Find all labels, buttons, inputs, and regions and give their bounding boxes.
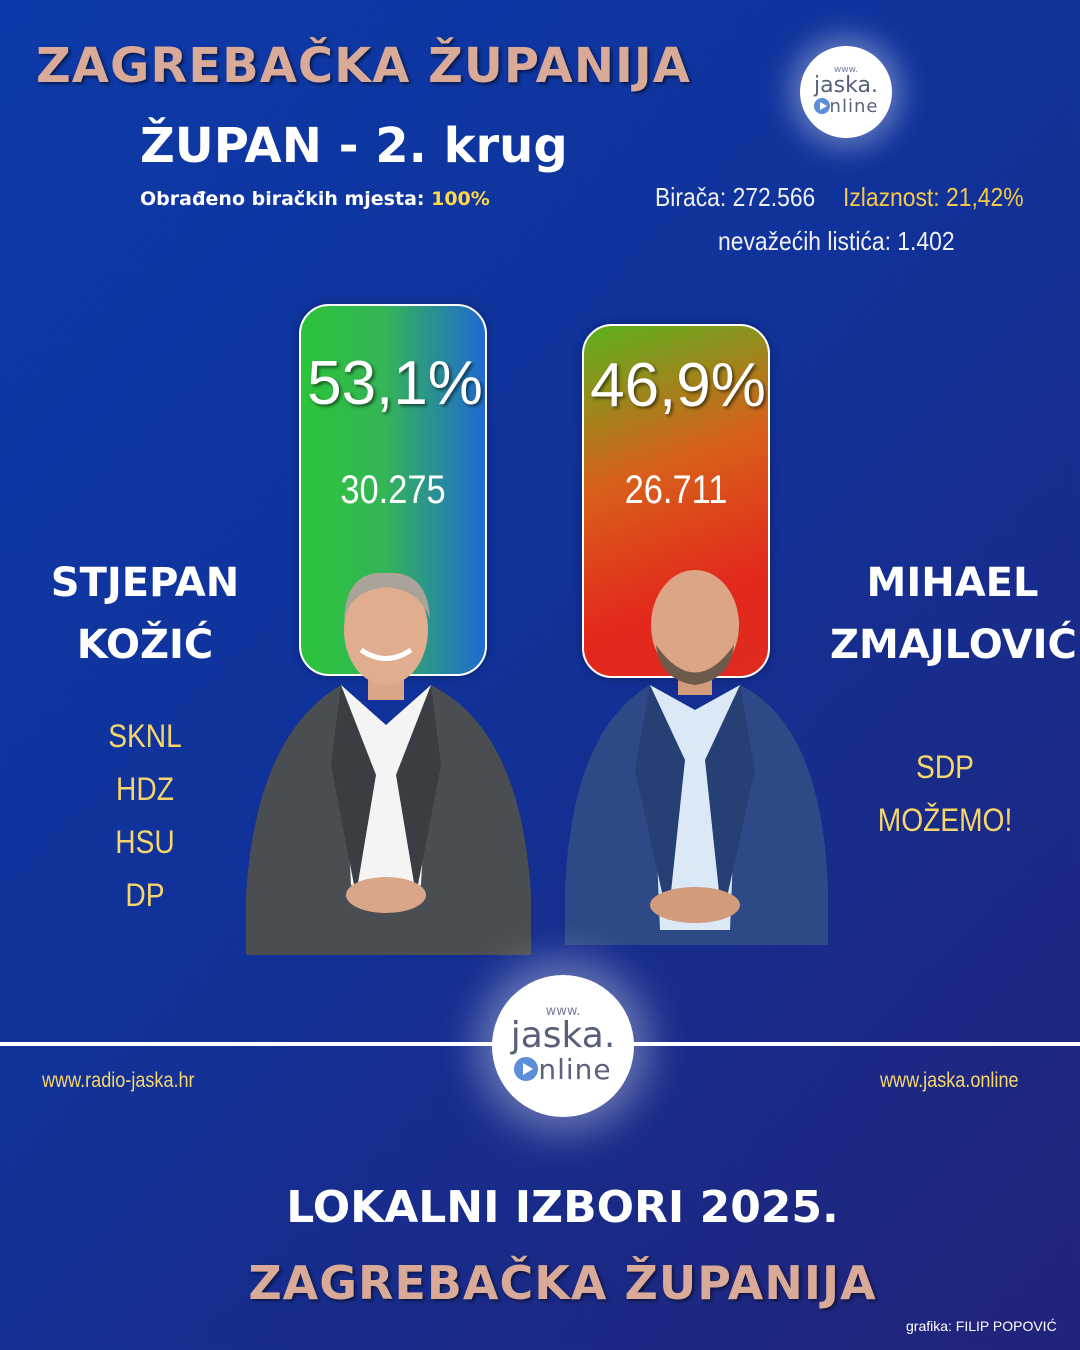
party-item: HDZ [116,771,174,807]
page-title: ZAGREBAČKA ŽUPANIJA [36,38,691,94]
race-subtitle: ŽUPAN - 2. krug [140,118,568,174]
processed-label: Obrađeno biračkih mjesta: [140,188,432,210]
first-name: STJEPAN [50,560,240,606]
processed-value: 100% [431,188,490,210]
radio-jaska-link[interactable]: www.radio-jaska.hr [42,1069,195,1092]
candidate-votes: 26.711 [624,468,728,512]
jaska-online-logo-large[interactable]: www. jaska. nline [492,975,634,1117]
turnout: Izlaznost: 21,42% [843,182,1024,212]
party-item: SKNL [108,718,182,754]
party-item: HSU [115,824,175,860]
logo-online: nline [829,96,879,117]
party-item: SDP [916,749,974,785]
voters-count: Birača: 272.566 [655,182,816,212]
party-list-zmajlovic: SDP MOŽEMO! [870,741,1020,847]
candidate-name-kozic: STJEPAN KOŽIĆ [40,552,250,676]
party-list-kozic: SKNL HDZ HSU DP [79,710,211,922]
election-title: LOKALNI IZBORI 2025. [286,1182,839,1233]
logo-name: jaska. [510,1015,616,1056]
party-item: DP [125,877,165,913]
logo-name: jaska. [814,73,878,98]
invalid-ballots: nevažećih listića: 1.402 [718,226,955,256]
logo-www: www. [545,1004,581,1019]
candidate-photo-zmajlovic [560,560,830,945]
candidate-photo-kozic [236,565,536,955]
candidate-name-zmajlovic: MIHAEL ZMAJLOVIĆ [830,552,1077,676]
graphic-credit: grafika: FILIP POPOVIĆ [906,1318,1057,1334]
party-item: MOŽEMO! [877,802,1013,838]
processed-stations: Obrađeno biračkih mjesta: 100% [140,188,490,210]
candidate-percent: 53,1% [307,349,483,418]
candidate-percent: 46,9% [590,351,766,420]
first-name: MIHAEL [866,560,1039,606]
logo-www: www. [833,65,859,75]
county-title: ZAGREBAČKA ŽUPANIJA [248,1256,877,1310]
candidate-votes: 30.275 [340,468,446,512]
last-name: ZMAJLOVIĆ [830,622,1077,668]
jaska-online-link[interactable]: www.jaska.online [880,1069,1019,1092]
logo-online: nline [538,1053,612,1086]
last-name: KOŽIĆ [76,622,214,668]
play-icon [514,1057,539,1081]
play-icon [813,98,830,114]
jaska-online-logo[interactable]: www. jaska. nline [800,46,892,138]
